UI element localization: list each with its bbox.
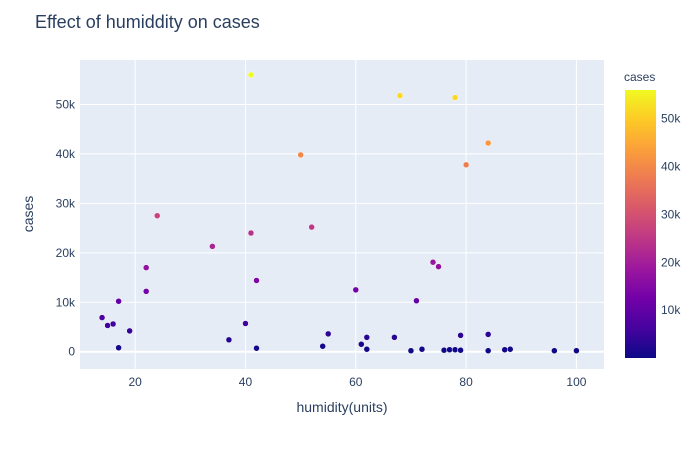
- scatter-point: [109, 320, 117, 328]
- colorbar-tick-label: 20k: [661, 255, 681, 269]
- x-tick-label: 20: [128, 375, 142, 389]
- scatter-point: [225, 336, 233, 344]
- scatter-point: [209, 243, 216, 250]
- scatter-point: [324, 330, 332, 338]
- scatter-point: [142, 264, 150, 271]
- scatter-point: [484, 347, 492, 354]
- y-axis-title: cases: [20, 196, 36, 233]
- scatter-point: [253, 277, 260, 284]
- chart-title: Effect of humiddity on cases: [35, 12, 260, 32]
- scatter-point: [457, 332, 464, 339]
- y-tick-label: 10k: [56, 295, 76, 309]
- scatter-point: [446, 346, 453, 353]
- colorbar: [625, 90, 656, 358]
- scatter-point: [506, 345, 514, 353]
- y-tick-label: 30k: [56, 196, 76, 210]
- scatter-point: [407, 347, 415, 354]
- scatter-point: [297, 151, 304, 159]
- scatter-point: [319, 343, 326, 350]
- scatter-point: [104, 322, 111, 329]
- scatter-point: [142, 288, 150, 295]
- scatter-point: [115, 344, 122, 351]
- scatter-point: [308, 223, 315, 231]
- colorbar-tick-label: 10k: [661, 303, 681, 317]
- scatter-point: [242, 320, 249, 327]
- scatter-point: [484, 331, 492, 338]
- colorbar-tick-labels: 10k 20k 30k 40k 50k: [661, 112, 681, 317]
- scatter-point: [247, 229, 255, 237]
- scatter-point: [418, 345, 426, 353]
- scatter-point: [115, 298, 122, 305]
- scatter-point: [413, 297, 420, 305]
- scatter-point: [126, 327, 133, 335]
- colorbar-tick-label: 30k: [661, 207, 681, 221]
- scatter-point: [429, 258, 437, 266]
- grid-lines: [80, 60, 604, 369]
- scatter-point: [352, 286, 360, 294]
- scatter-point: [358, 341, 365, 348]
- y-tick-labels: 0 10k 20k 30k 40k 50k: [56, 97, 76, 358]
- scatter-point: [457, 346, 464, 354]
- colorbar-tick-label: 50k: [661, 112, 681, 126]
- scatter-point: [247, 71, 255, 79]
- scatter-point: [253, 344, 260, 352]
- y-tick-label: 50k: [56, 97, 76, 111]
- x-tick-label: 40: [239, 375, 253, 389]
- scatter-point: [451, 94, 459, 101]
- scatter-point: [396, 92, 404, 99]
- x-tick-label: 80: [459, 375, 473, 389]
- scatter-point: [363, 345, 371, 353]
- scatter-point: [501, 346, 508, 353]
- plot-background: [80, 60, 604, 369]
- y-tick-label: 20k: [56, 246, 76, 260]
- scatter-point: [98, 314, 106, 321]
- scatter-point: [573, 347, 580, 354]
- scatter-point: [484, 139, 492, 147]
- scatter-point: [391, 334, 398, 341]
- scatter-point: [435, 263, 442, 270]
- x-axis-title: humidity(units): [296, 399, 387, 415]
- scatter-point: [153, 212, 161, 219]
- y-tick-label: 40k: [56, 147, 76, 161]
- scatter-point: [462, 161, 470, 169]
- scatter-point: [451, 346, 459, 353]
- y-tick-label: 0: [68, 345, 75, 359]
- scatter-point: [440, 346, 448, 354]
- colorbar-tick-label: 40k: [661, 160, 681, 174]
- x-tick-label: 100: [566, 375, 586, 389]
- data-points: [98, 71, 580, 354]
- x-tick-labels: 20 40 60 80 100: [128, 375, 586, 389]
- x-tick-label: 60: [349, 375, 363, 389]
- scatter-point: [551, 347, 558, 354]
- scatter-point: [363, 334, 371, 341]
- colorbar-title: cases: [624, 70, 655, 84]
